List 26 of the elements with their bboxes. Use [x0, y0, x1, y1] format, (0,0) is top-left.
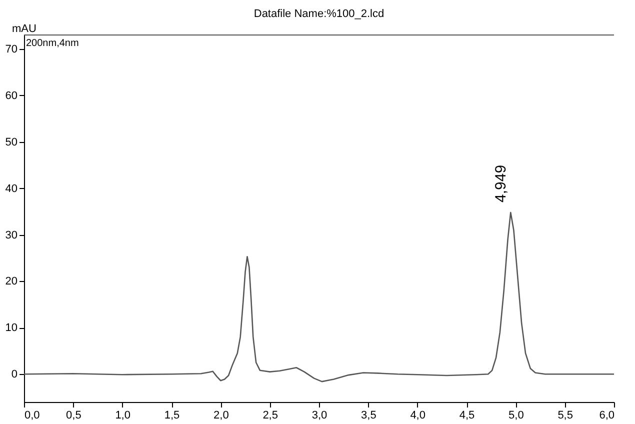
x-tick-label: 0,0 — [24, 410, 40, 422]
x-tick-label: 2,0 — [214, 410, 229, 422]
chart-title: Datafile Name:%100_2.lcd — [254, 8, 384, 20]
x-tick-label: 1,0 — [115, 410, 130, 422]
x-tick-label: 5,5 — [558, 410, 573, 422]
x-tick-label: 6,0 — [599, 410, 614, 422]
x-tick-label: 4,5 — [459, 410, 475, 422]
y-tick-label: 0 — [11, 368, 18, 381]
x-tick-label: 5,0 — [508, 410, 524, 422]
y-tick-label: 20 — [5, 276, 18, 288]
x-tick-label: 4,0 — [410, 410, 426, 422]
annotation: 200nm,4nm — [26, 38, 79, 49]
x-tick-label: 0,5 — [66, 410, 82, 422]
annotation: 4,949 — [492, 164, 510, 202]
y-tick-label: 40 — [5, 182, 18, 195]
y-tick-label: 30 — [5, 229, 18, 242]
x-tick-label: 2,5 — [262, 410, 278, 422]
x-tick-label: 1,5 — [164, 410, 180, 422]
y-tick-label: 50 — [5, 136, 18, 148]
line-series — [23, 212, 615, 382]
y-axis-title: mAU — [12, 23, 36, 35]
y-tick-label: 10 — [5, 322, 18, 334]
x-tick-label: 3,0 — [312, 410, 328, 422]
x-tick-label: 3,5 — [361, 410, 376, 422]
y-tick-label: 60 — [5, 90, 18, 102]
y-tick-label: 70 — [5, 43, 18, 56]
